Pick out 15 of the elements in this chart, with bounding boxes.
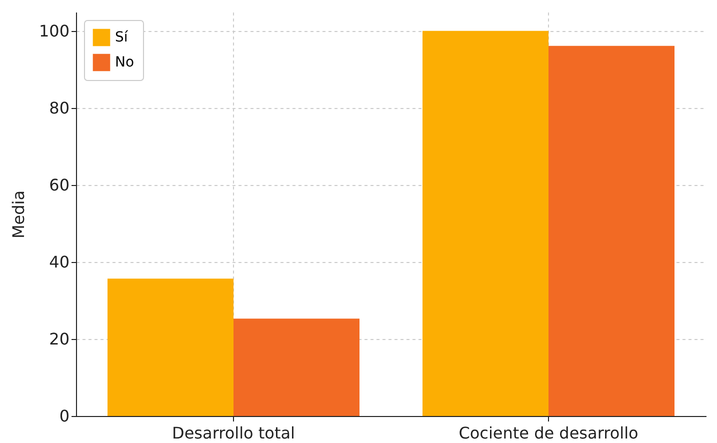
bar	[234, 318, 360, 416]
bar	[108, 278, 234, 416]
legend-label: No	[115, 54, 134, 70]
bar	[422, 30, 548, 416]
x-tick-label: Desarrollo total	[172, 424, 295, 442]
legend-label: Sí	[115, 30, 129, 46]
y-tick-label: 40	[49, 252, 70, 272]
y-tick-label: 100	[38, 22, 70, 41]
y-tick-label: 80	[49, 98, 70, 118]
bar	[548, 46, 674, 416]
y-tick-label: 60	[49, 176, 70, 195]
y-axis-title: Media	[8, 190, 28, 239]
y-tick-label: 0	[59, 406, 70, 426]
x-tick-label: Cociente de desarrollo	[458, 424, 638, 442]
y-tick-label: 20	[49, 330, 70, 349]
